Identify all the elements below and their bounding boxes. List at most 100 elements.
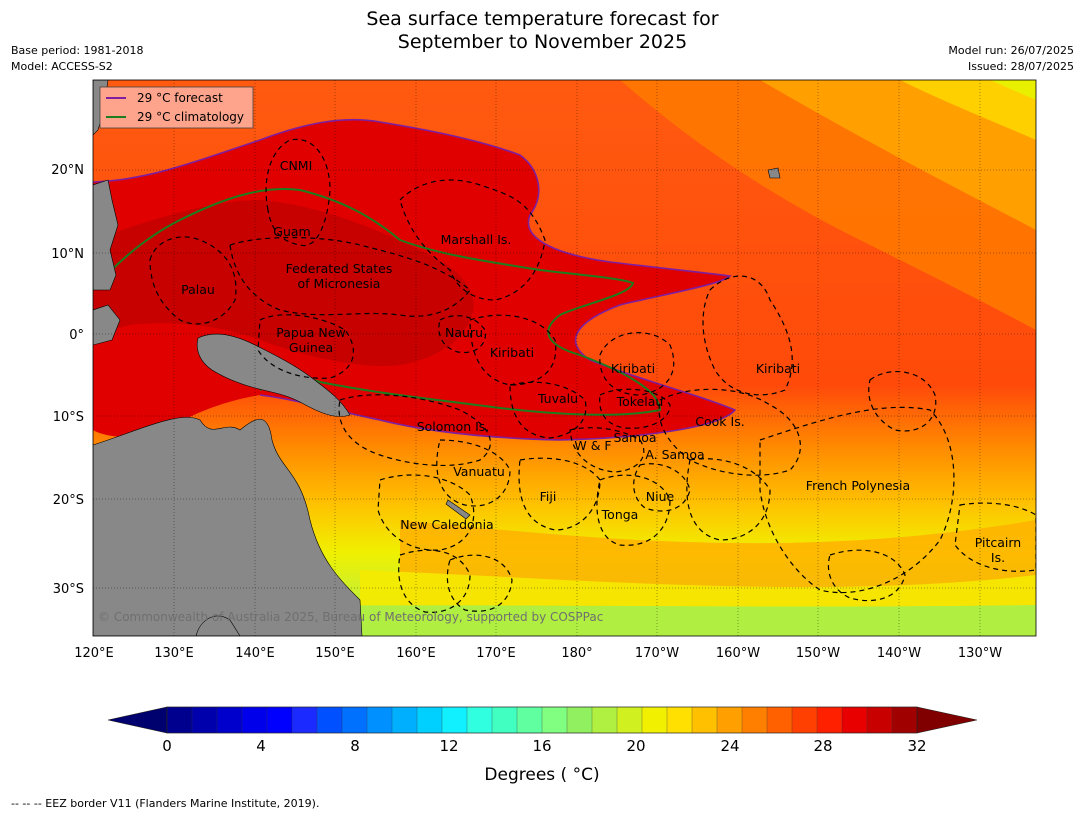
map-legend: 29 °C forecast 29 °C climatology [99, 86, 254, 129]
eez-samoa-wf [569, 427, 645, 473]
colorbar-tick: 24 [720, 737, 739, 755]
lat-tick: 10°S [53, 410, 84, 425]
label-kiribati-3: Kiribati [756, 361, 800, 376]
title-line-1: Sea surface temperature forecast for [366, 8, 719, 30]
colorbar-swatch [541, 706, 568, 734]
eez-cook-s [686, 458, 771, 541]
label-cnmi: CNMI [280, 158, 313, 173]
lat-tick: 10°N [51, 247, 84, 262]
land-australia [93, 417, 363, 636]
land-philippines [93, 179, 119, 291]
eez-fiji [518, 457, 601, 531]
contour-29c-climatology [93, 188, 662, 416]
colorbar-tick: 20 [626, 737, 645, 755]
colorbar-swatch [691, 706, 718, 734]
label-nauru: Nauru [445, 325, 483, 340]
lon-tick: 150°E [315, 646, 355, 661]
eez-tokelau [599, 388, 671, 429]
land-indonesia [93, 304, 121, 346]
colorbar-swatch [191, 706, 218, 734]
lon-tick: 160°E [396, 646, 436, 661]
label-guam: Guam [273, 224, 310, 239]
eez-kiribati-phoenix [599, 332, 675, 396]
label-kiribati-1: Kiribati [490, 345, 534, 360]
contour-29c-forecast [93, 118, 737, 441]
colorbar-swatch [491, 706, 518, 734]
colorbar-swatch [666, 706, 693, 734]
eez-tonga [596, 474, 671, 546]
eez-pitcairn [954, 502, 1036, 572]
label-tonga: Tonga [601, 507, 639, 522]
colorbar-swatch [591, 706, 618, 734]
eez-fsm [229, 236, 471, 317]
colorbar-swatch [216, 706, 243, 734]
label-w-and-f: W & F [574, 438, 611, 453]
footer-note: -- -- -- EEZ border V11 (Flanders Marine… [11, 797, 319, 810]
colorbar-swatch [166, 706, 193, 734]
colorbar-swatch [816, 706, 843, 734]
label-niue: Niue [646, 489, 675, 504]
colorbar-swatch [841, 706, 868, 734]
label-solomon-is: Solomon Is. [417, 419, 490, 434]
label-pitcairn-2: Is. [991, 550, 1005, 565]
label-fsm-1: Federated States [286, 261, 393, 276]
lon-tick: 160°W [716, 646, 760, 661]
eez-solomon [338, 394, 491, 467]
legend-climatology-label: 29 °C climatology [137, 110, 244, 124]
eez-borders [149, 138, 1036, 613]
eez-marshall [399, 179, 546, 301]
colorbar-swatch [791, 706, 818, 734]
sst-lime-corner [990, 80, 1036, 100]
colorbar-swatch [341, 706, 368, 734]
colorbar-swatch [616, 706, 643, 734]
lon-tick: 180° [561, 646, 592, 661]
label-pitcairn-1: Pitcairn [975, 535, 1021, 550]
colorbar-swatch [316, 706, 343, 734]
lon-tick: 140°W [877, 646, 921, 661]
gridlines [93, 80, 1036, 636]
legend-box [99, 86, 254, 129]
colorbar-swatch [766, 706, 793, 734]
colorbar [107, 706, 978, 734]
label-fsm-2: of Micronesia [298, 276, 381, 291]
colorbar-tick: 32 [907, 737, 926, 755]
colorbar-swatch [441, 706, 468, 734]
colorbar-label: Degrees ( °C) [484, 765, 599, 785]
colorbar-tick: 12 [439, 737, 458, 755]
lon-tick: 140°E [235, 646, 275, 661]
eez-png [257, 314, 354, 379]
lat-tick: 30°S [53, 582, 84, 597]
label-cook-is: Cook Is. [695, 414, 744, 429]
colorbar-swatch [466, 706, 493, 734]
lon-tick: 170°E [476, 646, 516, 661]
colorbar-swatch [641, 706, 668, 734]
colorbar-swatch [416, 706, 443, 734]
land-hawaii [767, 167, 781, 179]
land-new-caledonia [445, 499, 471, 520]
colorbar-swatch [716, 706, 743, 734]
colorbar-tick: 16 [532, 737, 551, 755]
lat-tick-labels: 20°N 10°N 0° 10°S 20°S 30°S [51, 163, 84, 597]
colorbar-max-extend [916, 706, 978, 734]
colorbar-swatch [891, 706, 918, 734]
label-samoa: Samoa [613, 430, 656, 445]
eez-palau [149, 236, 237, 325]
colorbar-swatches [166, 706, 918, 734]
label-fiji: Fiji [540, 489, 557, 504]
eez-french-polynesia [759, 406, 955, 594]
label-marshall-is: Marshall Is. [441, 232, 512, 247]
lon-tick: 130°E [154, 646, 194, 661]
eez-cook-n [658, 388, 801, 476]
lon-tick-labels: 120°E 130°E 140°E 150°E 160°E 170°E 180°… [74, 646, 1002, 661]
label-new-caledonia: New Caledonia [400, 517, 493, 532]
colorbar-swatch [566, 706, 593, 734]
eez-kiribati-gilbert [469, 314, 557, 386]
label-french-polynesia: French Polynesia [806, 478, 910, 493]
eez-norfolk [398, 549, 471, 613]
sst-orange-light-band [760, 80, 1036, 230]
eez-new-caledonia [377, 474, 475, 551]
warm-pool-30c [93, 200, 474, 366]
colorbar-swatch [516, 706, 543, 734]
lon-tick: 150°W [796, 646, 840, 661]
label-vanuatu: Vanuatu [453, 464, 505, 479]
